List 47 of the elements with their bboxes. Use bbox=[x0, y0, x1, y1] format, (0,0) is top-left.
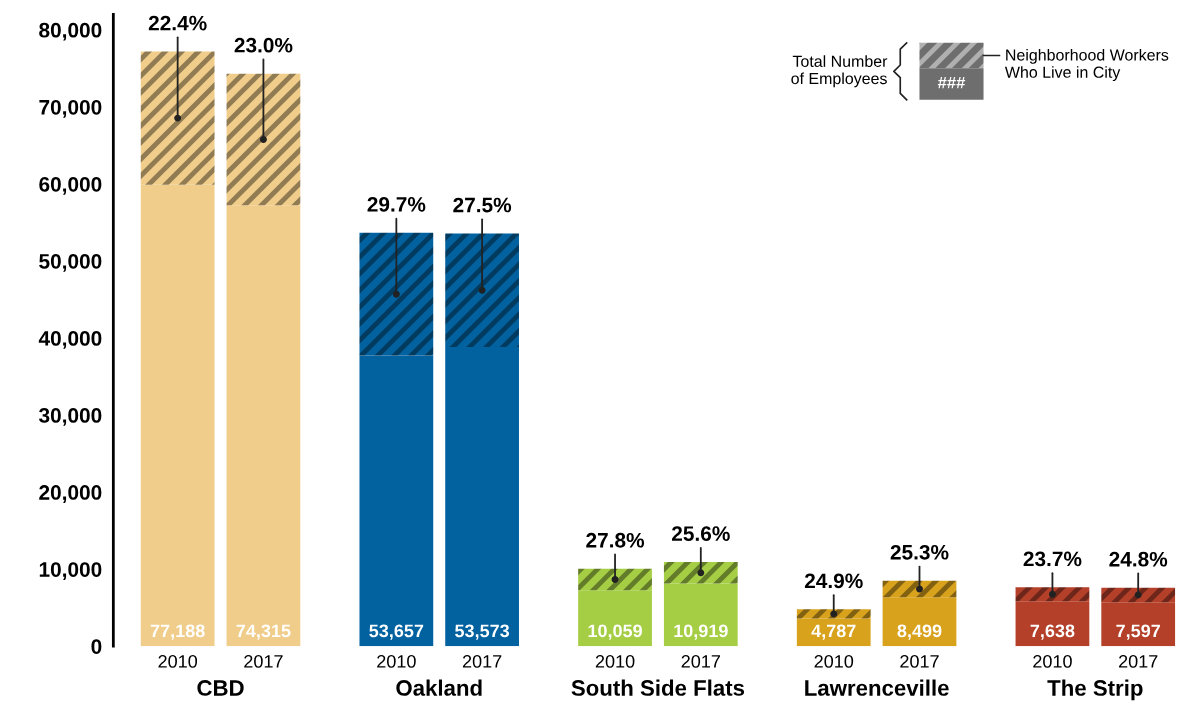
y-tick-label: 70,000 bbox=[39, 99, 102, 118]
y-tick-label: 60,000 bbox=[39, 176, 102, 195]
total-label: 7,638 bbox=[1030, 624, 1075, 640]
y-tick-label: 20,000 bbox=[39, 485, 102, 503]
x-tick-label: 2010 bbox=[1033, 655, 1072, 668]
annotation: 23.0% bbox=[234, 37, 293, 53]
text: CBD bbox=[197, 680, 244, 696]
total-label: 8,499 bbox=[897, 624, 942, 640]
annotation: 23.7% bbox=[1023, 551, 1082, 567]
y-tick-label: 80,000 bbox=[39, 22, 102, 41]
text: The Strip bbox=[1047, 679, 1143, 701]
x-tick-label: 2010 bbox=[814, 655, 854, 668]
total-label: 53,657 bbox=[369, 624, 424, 640]
x-tick-label: 2017 bbox=[462, 655, 502, 668]
annotation: 29.7% bbox=[367, 196, 426, 212]
annotation: Neighborhood Workers Who Live in City bbox=[1004, 48, 1169, 82]
x-tick-label: 2010 bbox=[158, 655, 198, 668]
annotation: 25.3% bbox=[890, 544, 949, 560]
annotation: Total Number of Employees bbox=[791, 55, 888, 88]
total-label: 53,573 bbox=[455, 624, 510, 640]
text: Lawrenceville bbox=[805, 679, 949, 696]
y-tick-label: 40,000 bbox=[38, 331, 102, 349]
total-label: 77,188 bbox=[150, 624, 205, 640]
total-label: 7,597 bbox=[1116, 624, 1160, 640]
y-tick-label: 50,000 bbox=[39, 253, 102, 272]
annotation: 24.9% bbox=[804, 573, 863, 589]
x-tick-label: 2017 bbox=[681, 655, 720, 668]
annotation: 25.6% bbox=[671, 526, 730, 541]
annotation: 24.8% bbox=[1109, 551, 1168, 567]
annotation: 27.8% bbox=[586, 532, 645, 548]
x-tick-label: 2017 bbox=[900, 655, 939, 668]
annotation: ### bbox=[937, 76, 966, 89]
x-tick-label: 2010 bbox=[377, 655, 416, 668]
total-label: 4,787 bbox=[811, 624, 856, 640]
text: South Side Flats bbox=[571, 679, 745, 696]
x-tick-label: 2010 bbox=[595, 655, 635, 668]
y-tick-label: 0 bbox=[91, 639, 102, 654]
total-label: 10,919 bbox=[674, 624, 728, 640]
x-tick-label: 2017 bbox=[1119, 655, 1158, 668]
y-tick-label: 30,000 bbox=[38, 408, 102, 426]
x-tick-label: 2017 bbox=[244, 655, 283, 668]
y-tick-label: 10,000 bbox=[39, 562, 102, 580]
annotation: 27.5% bbox=[453, 197, 512, 213]
total-label: 74,315 bbox=[236, 624, 291, 640]
text: Oakland bbox=[396, 679, 482, 696]
total-label: 10,059 bbox=[588, 624, 642, 640]
annotation: 22.4% bbox=[148, 15, 207, 31]
